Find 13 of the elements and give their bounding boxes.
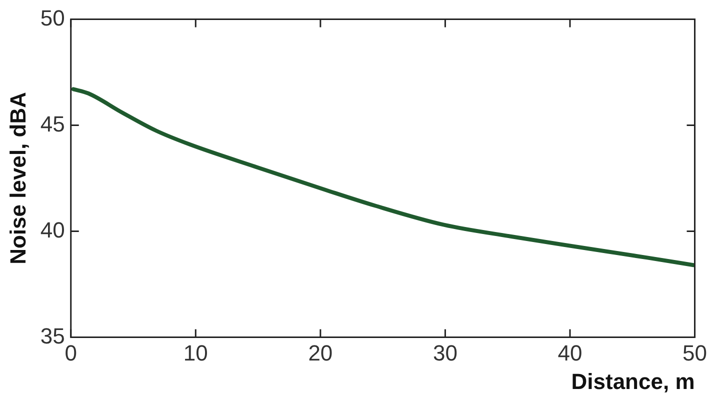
line-series — [71, 87, 695, 268]
x-tick-label: 20 — [308, 340, 333, 366]
y-tick-label: 45 — [40, 111, 65, 136]
y-tick-label: 35 — [40, 323, 65, 348]
x-tick-label: 50 — [682, 340, 708, 366]
x-axis-title: Distance, m — [571, 368, 695, 394]
x-tick-label: 0 — [64, 340, 77, 366]
y-tick-label: 50 — [40, 5, 65, 30]
y-axis-title: Noise level, dBA — [5, 92, 30, 264]
x-tick-label: 10 — [183, 340, 208, 366]
y-tick-label: 40 — [40, 217, 65, 242]
x-tick-label: 30 — [432, 340, 458, 366]
x-tick-label: 40 — [558, 340, 582, 366]
